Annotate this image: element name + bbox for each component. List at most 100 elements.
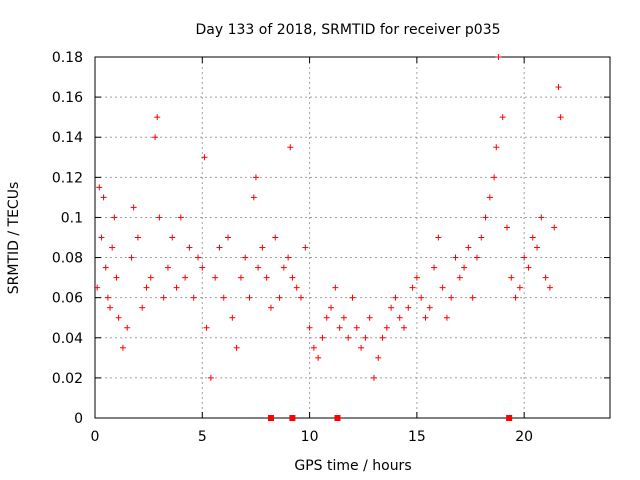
data-point bbox=[366, 314, 373, 321]
data-point bbox=[461, 264, 468, 271]
data-point bbox=[516, 284, 523, 291]
data-point bbox=[242, 254, 249, 261]
data-point bbox=[491, 174, 498, 181]
data-point bbox=[422, 314, 429, 321]
data-point bbox=[349, 294, 356, 301]
data-point bbox=[473, 254, 480, 261]
data-point bbox=[259, 244, 266, 251]
data-point bbox=[255, 264, 262, 271]
data-point bbox=[315, 354, 322, 361]
data-point bbox=[237, 274, 244, 281]
data-point bbox=[383, 324, 390, 331]
data-point bbox=[154, 114, 161, 121]
data-point bbox=[164, 264, 171, 271]
data-point bbox=[293, 284, 300, 291]
data-point bbox=[287, 144, 294, 151]
data-point bbox=[379, 334, 386, 341]
chart-title: Day 133 of 2018, SRMTID for receiver p03… bbox=[195, 22, 500, 38]
data-point bbox=[190, 294, 197, 301]
data-point bbox=[233, 344, 240, 351]
data-point bbox=[478, 234, 485, 241]
y-tick-label: 0.16 bbox=[52, 90, 83, 106]
data-point bbox=[203, 324, 210, 331]
x-tick-label: 0 bbox=[91, 429, 100, 445]
data-point bbox=[272, 234, 279, 241]
marker-square bbox=[289, 415, 296, 421]
data-point bbox=[435, 234, 442, 241]
data-point bbox=[555, 84, 562, 91]
data-point bbox=[336, 324, 343, 331]
data-point bbox=[443, 314, 450, 321]
data-point bbox=[529, 234, 536, 241]
data-point bbox=[124, 324, 131, 331]
y-tick-label: 0.1 bbox=[61, 210, 83, 226]
data-point bbox=[345, 334, 352, 341]
data-point bbox=[250, 194, 257, 201]
data-point bbox=[130, 204, 137, 211]
data-point bbox=[285, 254, 292, 261]
y-tick-label: 0.06 bbox=[52, 291, 83, 307]
data-point bbox=[152, 134, 159, 141]
data-point bbox=[94, 284, 101, 291]
data-point bbox=[456, 274, 463, 281]
data-point bbox=[439, 284, 446, 291]
data-point bbox=[482, 214, 489, 221]
data-point bbox=[302, 244, 309, 251]
data-point bbox=[147, 274, 154, 281]
data-point bbox=[328, 304, 335, 311]
grid-lines bbox=[95, 57, 610, 418]
data-point bbox=[557, 114, 564, 121]
data-point bbox=[169, 234, 176, 241]
data-point bbox=[111, 214, 118, 221]
axis-ticks: 0 0.02 0.04 0.06 0.08 0.1 0.12 0.14 0.16 0.18 0 5 10… bbox=[52, 50, 610, 445]
data-point bbox=[323, 314, 330, 321]
data-point bbox=[340, 314, 347, 321]
data-point bbox=[115, 314, 122, 321]
data-point bbox=[128, 254, 135, 261]
data-point bbox=[119, 344, 126, 351]
y-axis-label: SRMTID / TECUs bbox=[6, 182, 22, 295]
data-point bbox=[504, 224, 510, 231]
data-point bbox=[263, 274, 270, 281]
data-points bbox=[94, 54, 564, 421]
data-point bbox=[160, 294, 167, 301]
data-point bbox=[246, 294, 253, 301]
data-point bbox=[486, 194, 493, 201]
data-point bbox=[199, 264, 206, 271]
data-point bbox=[392, 294, 399, 301]
data-point bbox=[104, 294, 111, 301]
y-tick-label: 0.04 bbox=[52, 331, 83, 347]
data-point bbox=[195, 254, 201, 261]
data-point bbox=[332, 284, 339, 291]
data-point bbox=[319, 334, 326, 341]
y-tick-label: 0.02 bbox=[52, 371, 83, 387]
data-point bbox=[388, 304, 395, 311]
data-point bbox=[207, 374, 214, 381]
data-point bbox=[113, 274, 120, 281]
data-point bbox=[182, 274, 189, 281]
y-tick-label: 0.18 bbox=[52, 50, 83, 66]
data-point bbox=[156, 214, 163, 221]
data-point bbox=[100, 194, 107, 201]
data-point bbox=[413, 274, 420, 281]
data-point bbox=[538, 214, 545, 221]
data-point bbox=[396, 314, 403, 321]
data-point bbox=[499, 114, 506, 121]
data-point bbox=[465, 244, 472, 251]
data-point bbox=[186, 244, 193, 251]
data-point bbox=[143, 284, 150, 291]
data-point bbox=[306, 324, 313, 331]
data-point bbox=[353, 324, 360, 331]
data-point bbox=[448, 294, 455, 301]
data-point bbox=[452, 254, 459, 261]
marker-square bbox=[506, 415, 513, 421]
y-tick-label: 0.12 bbox=[52, 170, 83, 186]
data-point bbox=[493, 144, 500, 151]
data-point bbox=[173, 284, 180, 291]
plot-border bbox=[94, 56, 611, 419]
data-point bbox=[229, 314, 236, 321]
data-point bbox=[280, 264, 287, 271]
data-point bbox=[521, 254, 528, 261]
x-tick-label: 5 bbox=[198, 429, 207, 445]
